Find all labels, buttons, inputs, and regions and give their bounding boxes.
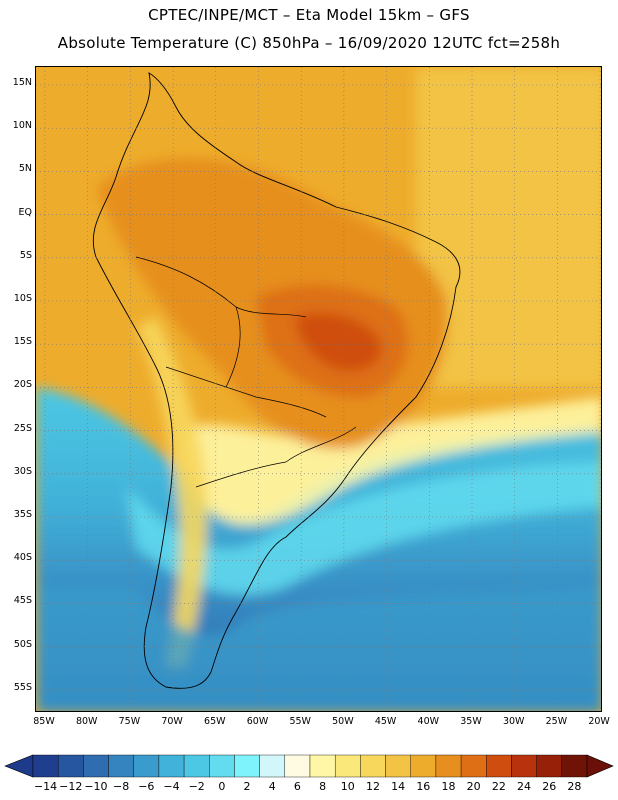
colorbar-over-arrow <box>586 754 614 778</box>
colorbar-swatch <box>284 754 311 778</box>
colorbar-swatch <box>486 754 512 778</box>
lat-label-eq: EQ <box>18 206 32 218</box>
colorbar-label: 24 <box>517 780 532 793</box>
colorbar-label: −12 <box>59 780 83 793</box>
colorbar-swatch <box>460 754 487 778</box>
cyan-band <box>126 462 601 595</box>
lon-label-20w: 20W <box>588 716 610 727</box>
colorbar-label: 14 <box>391 780 406 793</box>
colorbar-swatch <box>334 754 361 778</box>
lat-label-10s: 10S <box>13 293 32 304</box>
lon-label-30w: 30W <box>502 716 525 727</box>
hottest-core-region <box>296 313 382 371</box>
colorbar-label: −4 <box>163 780 180 793</box>
colorbar-label: −8 <box>113 780 130 793</box>
colorbar-label: −10 <box>84 780 108 793</box>
colorbar-label: −2 <box>188 780 205 793</box>
lon-label-50w: 50W <box>332 716 354 727</box>
lon-label-60w: 60W <box>246 716 269 727</box>
colorbar-swatch <box>309 754 336 778</box>
lat-label-35s: 35S <box>13 509 32 520</box>
colorbar-label: 2 <box>243 780 251 793</box>
colorbar-label: 20 <box>466 780 481 793</box>
lat-label-45s: 45S <box>13 595 32 607</box>
colorbar-swatch <box>133 754 160 778</box>
colorbar-label: 0 <box>218 780 226 793</box>
lat-label-5n: 5N <box>18 163 32 175</box>
colorbar-swatch <box>183 754 210 778</box>
lat-label-55s: 55S <box>13 681 32 693</box>
andes-cool-strip <box>136 317 208 667</box>
chart-title-line2: Absolute Temperature (C) 850hPa – 16/09/… <box>57 34 561 52</box>
country-borders <box>135 256 357 488</box>
colorbar-label: 12 <box>365 780 380 793</box>
colorbar-swatch <box>259 754 286 778</box>
colorbar-swatch <box>385 754 411 778</box>
lon-label-85w: 85W <box>33 716 55 727</box>
lon-label-75w: 75W <box>118 716 141 727</box>
colorbar-label: 26 <box>542 780 557 793</box>
lon-label-45w: 45W <box>374 716 397 727</box>
colorbar-swatch <box>536 754 563 778</box>
colorbar-label: 16 <box>416 780 431 793</box>
colorbar-swatch <box>435 754 462 778</box>
lon-label-80w: 80W <box>75 716 98 727</box>
lon-label-25w: 25W <box>545 716 568 727</box>
lon-label-70w: 70W <box>161 716 183 727</box>
colorbar-label: 8 <box>319 780 327 793</box>
colorbar-label: 10 <box>340 780 355 793</box>
transition-band <box>182 397 601 526</box>
colorbar-swatch <box>410 754 437 778</box>
colorbar-swatch <box>32 754 59 778</box>
lon-label-35w: 35W <box>460 716 482 727</box>
lat-label-15n: 15N <box>12 77 32 88</box>
lat-label-30s: 30S <box>13 465 32 477</box>
colorbar <box>4 754 614 778</box>
colorbar-swatch <box>57 754 84 778</box>
colorbar-swatch <box>158 754 185 778</box>
colorbar-label: 22 <box>491 780 506 793</box>
colorbar-swatch <box>234 754 260 778</box>
colorbar-under-arrow <box>4 754 34 778</box>
colorbar-swatch <box>108 754 134 778</box>
colorbar-swatch <box>360 754 386 778</box>
lon-label-40w: 40W <box>417 716 440 727</box>
lat-lon-gridlines <box>36 67 601 711</box>
lat-label-50s: 50S <box>13 638 32 650</box>
lon-label-65w: 65W <box>204 716 226 727</box>
colorbar-swatch <box>511 754 537 778</box>
temperature-map <box>35 66 602 712</box>
colorbar-label: 6 <box>293 780 301 793</box>
colorbar-swatch <box>209 754 235 778</box>
colorbar-swatch <box>561 754 588 778</box>
colorbar-swatch <box>83 754 109 778</box>
lat-label-5s: 5S <box>19 249 32 261</box>
lat-label-20s: 20S <box>13 379 32 391</box>
colorbar-label: −14 <box>33 780 58 793</box>
atlantic-tropical-region <box>416 67 601 387</box>
colorbar-label: −6 <box>138 780 155 793</box>
lat-label-25s: 25S <box>13 422 32 434</box>
map-canvas <box>36 67 601 711</box>
colorbar-label: 4 <box>268 780 276 793</box>
lat-label-10n: 10N <box>12 120 32 132</box>
chart-title-line1: CPTEC/INPE/MCT – Eta Model 15km – GFS <box>148 6 470 24</box>
lat-label-40s: 40S <box>13 552 32 564</box>
colorbar-label: 18 <box>441 780 456 793</box>
lon-label-55w: 55W <box>289 716 311 727</box>
lat-label-15s: 15S <box>13 336 32 348</box>
colorbar-label: 28 <box>567 780 582 793</box>
patagonia-cold-region <box>36 587 601 711</box>
south-america-coastline <box>92 72 461 689</box>
